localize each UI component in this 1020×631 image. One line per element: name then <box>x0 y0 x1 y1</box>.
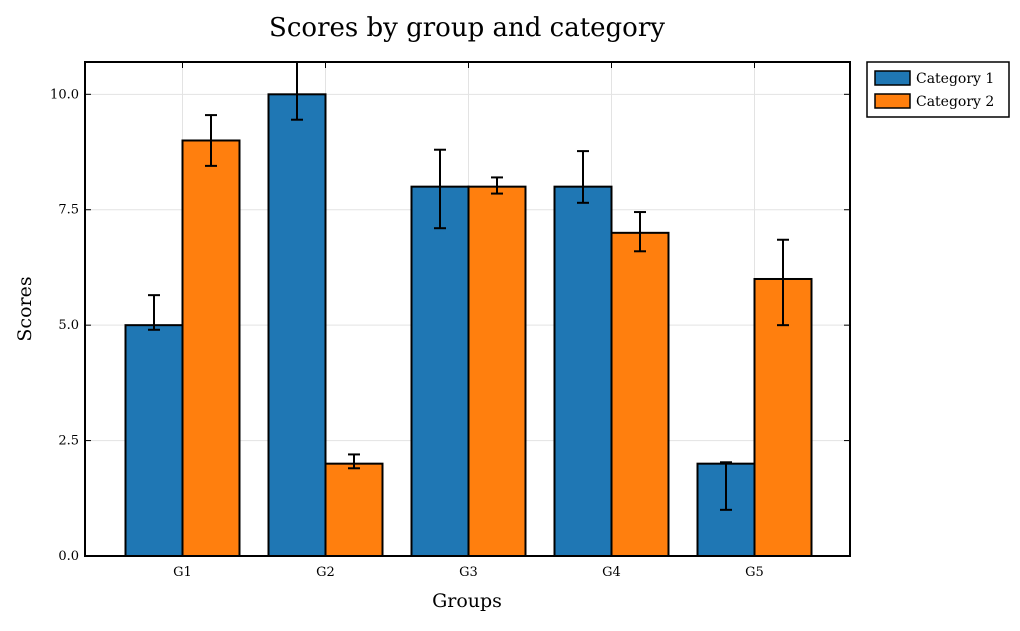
legend-swatch-category-1 <box>874 70 911 86</box>
bar-g2-series-2 <box>324 462 384 557</box>
x-tick-label: G5 <box>745 565 764 580</box>
x-tick-label: G2 <box>316 565 335 580</box>
legend-label-category-2: Category 2 <box>916 94 994 110</box>
legend: Category 1 Category 2 <box>866 61 1010 118</box>
bar-g2-series-1 <box>267 93 327 558</box>
bar-g3-series-2 <box>467 185 527 557</box>
bar-g4-series-2 <box>610 231 670 558</box>
legend-label-category-1: Category 1 <box>916 71 994 87</box>
error-bars <box>148 61 789 511</box>
y-axis-title: Scores <box>14 276 36 341</box>
y-tick-label: 5.0 <box>58 318 79 333</box>
bar-g5-series-2 <box>753 277 813 557</box>
chart-title: Scores by group and category <box>269 13 665 43</box>
tick-labels: 0.0 2.5 5.0 7.5 10.0 G1 G2 G3 G4 G5 <box>50 87 764 580</box>
bar-g3-series-1 <box>410 185 470 557</box>
y-tick-label: 7.5 <box>58 203 79 218</box>
y-tick-label: 2.5 <box>58 434 79 449</box>
bar-g1-series-2 <box>181 139 241 557</box>
x-tick-label: G1 <box>173 565 192 580</box>
x-tick-label: G3 <box>459 565 478 580</box>
legend-swatch-category-2 <box>874 93 911 109</box>
y-tick-label: 10.0 <box>50 87 79 102</box>
bar-g4-series-1 <box>553 185 613 557</box>
x-tick-label: G4 <box>602 565 621 580</box>
x-axis-title: Groups <box>432 590 502 612</box>
y-tick-label: 0.0 <box>58 549 79 564</box>
bar-g1-series-1 <box>124 324 184 557</box>
axis-ticks <box>85 62 850 557</box>
plot-frame <box>84 61 851 557</box>
